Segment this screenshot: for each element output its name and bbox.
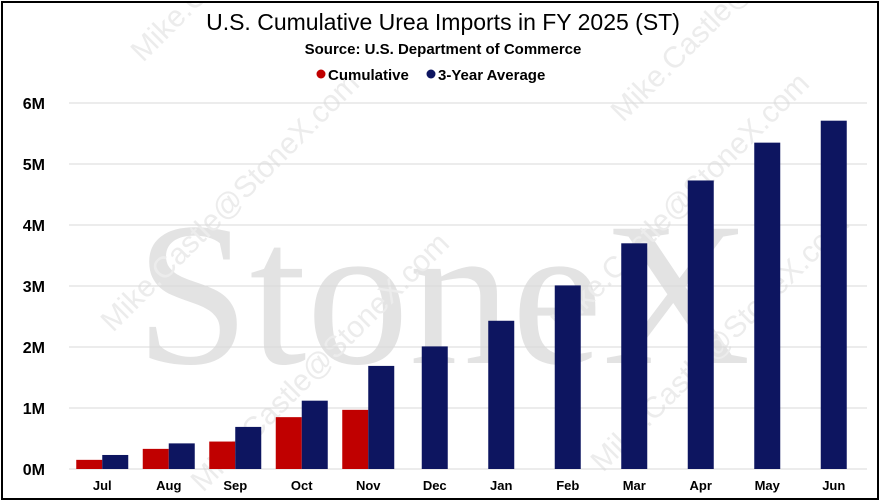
y-tick-label: 0M [23,462,45,479]
y-tick-label: 4M [23,218,45,235]
bar-3-year-average [621,243,648,469]
chart-subtitle: Source: U.S. Department of Commerce [305,41,582,58]
x-tick-label: Sep [223,478,247,493]
legend: Cumulative 3-Year Average [316,67,545,84]
bars [76,120,847,469]
x-tick-label: Jul [93,478,112,493]
x-tick-label: May [755,478,781,493]
bar-cumulative [342,409,369,469]
gridlines [69,102,867,470]
bar-cumulative [142,448,169,469]
x-tick-label: Aug [156,478,181,493]
bar-3-year-average [168,443,195,469]
legend-label-cumulative: Cumulative [328,67,409,84]
bar-3-year-average [368,365,395,469]
bar-3-year-average [421,346,448,469]
bar-3-year-average [820,120,847,469]
bar-3-year-average [554,285,581,469]
bar-cumulative [275,417,302,469]
x-tick-label: Jun [822,478,845,493]
bar-3-year-average [687,180,714,469]
legend-marker-cumulative [316,69,326,79]
y-tick-label: 1M [23,401,45,418]
chart-title: U.S. Cumulative Urea Imports in FY 2025 … [206,9,680,35]
bar-3-year-average [754,142,781,469]
x-tick-label: Oct [291,478,313,493]
legend-marker-3-year-average [426,69,436,79]
x-tick-label: Feb [556,478,579,493]
y-tick-label: 5M [23,157,45,174]
bar-3-year-average [235,426,262,469]
chart-canvas: StoneX Mike.Castle@StoneX.com Mike.Castle… [23,3,876,498]
bar-3-year-average [488,320,515,469]
y-tick-label: 2M [23,340,45,357]
bar-3-year-average [301,400,328,469]
x-tick-label: Nov [356,478,381,493]
y-tick-label: 6M [23,96,45,113]
legend-label-3-year-average: 3-Year Average [438,67,545,84]
bar-3-year-average [102,454,129,469]
x-tick-label: Mar [623,478,646,493]
y-tick-label: 3M [23,279,45,296]
x-tick-label: Jan [490,478,512,493]
x-tick-label: Dec [423,478,447,493]
bar-cumulative [76,459,103,469]
axes: 0M 1M 2M 3M 4M 5M 6M Jul Aug Sep Oct Nov Dec Jan Feb Ma… [23,96,846,493]
bar-cumulative [209,441,236,469]
x-tick-label: Apr [690,478,712,493]
